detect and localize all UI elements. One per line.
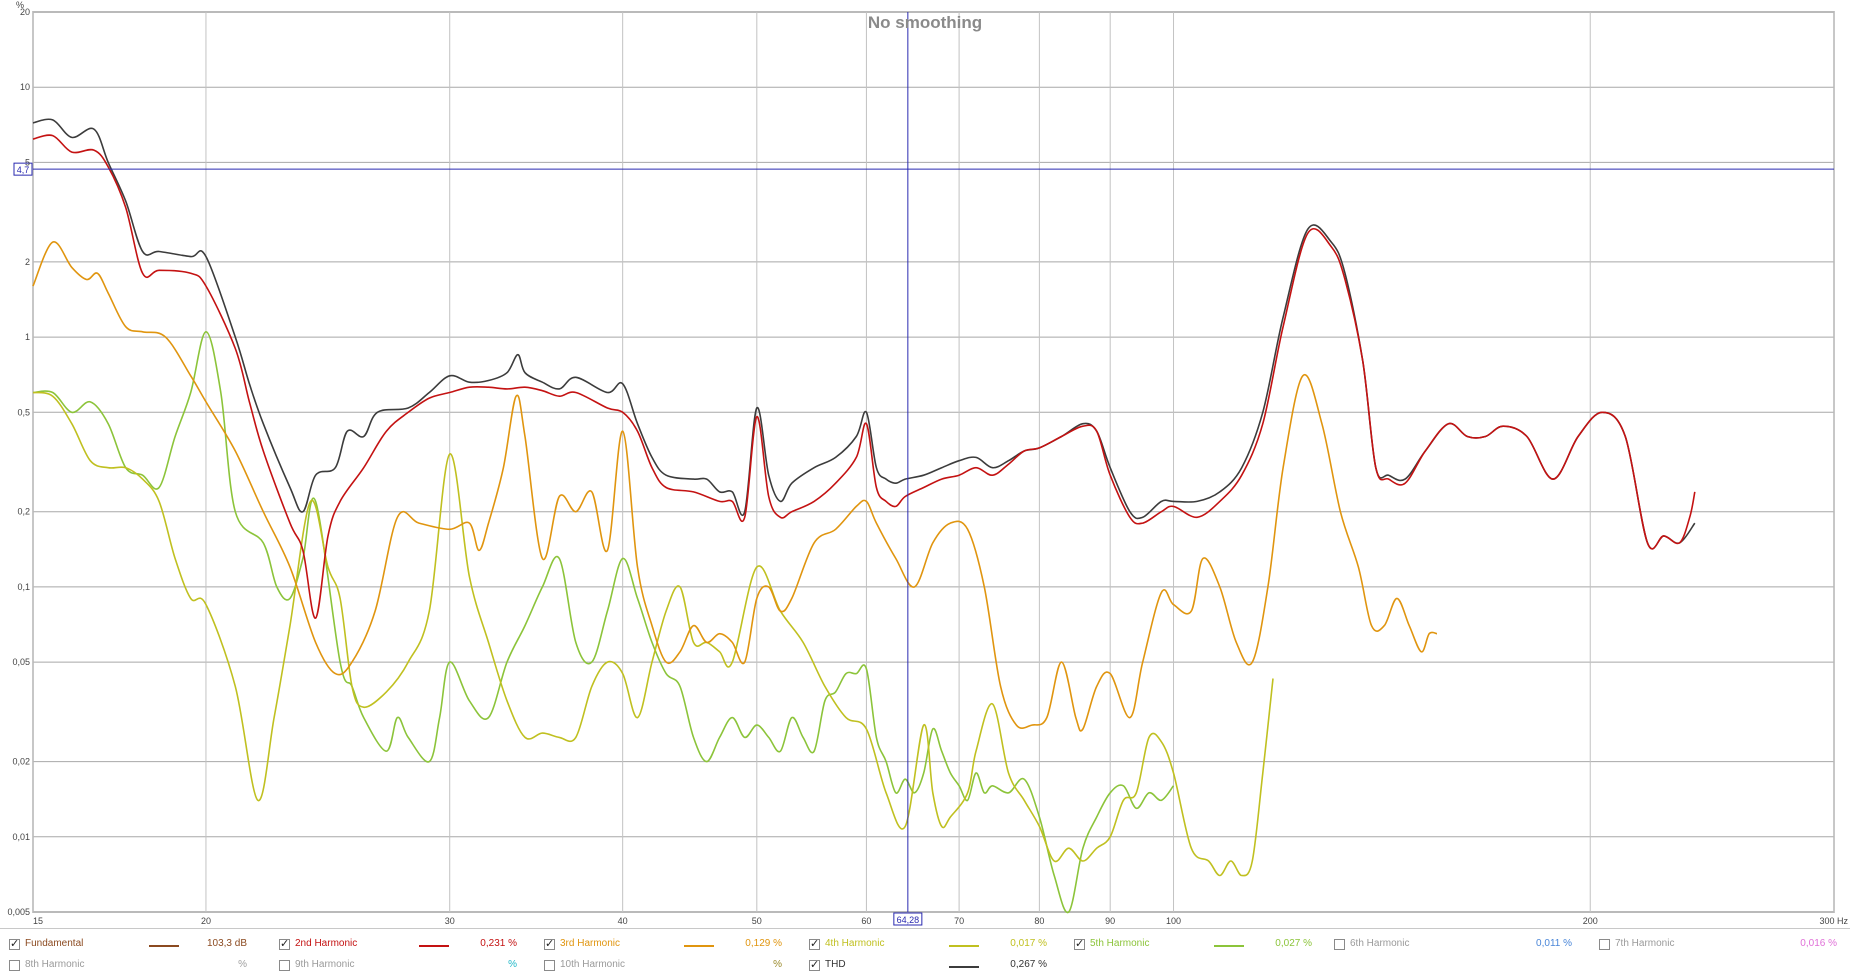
legend-checkbox-10th-harmonic[interactable] [544, 960, 555, 971]
legend-value: 0,017 % [1010, 938, 1047, 949]
cursor-x-box [893, 912, 923, 926]
legend-name: 2nd Harmonic [295, 938, 358, 949]
y-tick-label: 0,1 [17, 582, 30, 592]
y-tick-label: 0,005 [7, 907, 30, 917]
legend-swatch [149, 945, 179, 947]
legend-checkbox-6th-harmonic[interactable] [1334, 939, 1345, 950]
x-tick-label: 20 [201, 916, 211, 926]
x-tick-label: 30 [445, 916, 455, 926]
chart-title: No smoothing [868, 13, 982, 32]
y-tick-label: 0,05 [12, 657, 30, 667]
legend-item-3rd-harmonic: 3rd Harmonic 0,129 % [544, 936, 794, 956]
legend-item-4th-harmonic: 4th Harmonic 0,017 % [809, 936, 1059, 956]
legend-swatch [684, 945, 714, 947]
x-tick-label: 40 [618, 916, 628, 926]
cursor-x-label: 64,28 [897, 915, 920, 925]
series-line-5th-harmonic [32, 331, 1175, 914]
legend-value: 103,3 dB [206, 938, 247, 949]
legend-item-6th-harmonic: 6th Harmonic 0,011 % [1334, 936, 1584, 956]
legend-name: 9th Harmonic [295, 959, 355, 970]
legend-checkbox-9th-harmonic[interactable] [279, 960, 290, 971]
x-tick-label: 60 [861, 916, 871, 926]
legend-item-10th-harmonic: 10th Harmonic% [544, 957, 794, 977]
y-tick-label: 0,2 [17, 507, 30, 517]
x-tick-label: 300 Hz [1819, 916, 1848, 926]
distortion-chart[interactable]: 64,28 4,7 0,005 0,01 0,02 0,05 0,1 0,2 0,5 1 2 5 10… [0, 0, 1850, 928]
tick-labels: 0,005 0,01 0,02 0,05 0,1 0,2 0,5 1 2 5 10 20 15 20 30 4… [7, 7, 1848, 926]
legend-checkbox-thd[interactable] [809, 958, 820, 971]
y-tick-label: 0,02 [12, 757, 30, 767]
x-tick-label: 200 [1583, 916, 1598, 926]
x-tick-label: 100 [1166, 916, 1181, 926]
legend-value: 0,011 % [1536, 938, 1572, 949]
x-tick-label: 50 [752, 916, 762, 926]
legend-panel: Fundamental 103,3 dB 2nd Harmonic 0,231 % 3r… [0, 928, 1850, 975]
series-line-4th-harmonic [32, 391, 1274, 877]
legend-value: 0,231 % [480, 938, 517, 949]
x-tick-label: 80 [1034, 916, 1044, 926]
legend-value: 0,027 % [1275, 938, 1312, 949]
legend-name: 6th Harmonic [1350, 938, 1410, 949]
x-tick-label: 90 [1105, 916, 1115, 926]
legend-name: 8th Harmonic [25, 959, 85, 970]
legend-name: 4th Harmonic [825, 938, 885, 949]
legend-value: % [773, 959, 782, 970]
y-tick-label: 0,01 [12, 832, 30, 842]
legend-name: THD [825, 959, 846, 970]
legend-checkbox-5th-harmonic[interactable] [1074, 937, 1085, 950]
legend-value: % [508, 959, 517, 970]
series-line-2nd-harmonic [32, 134, 1696, 619]
y-tick-label: 10 [20, 82, 30, 92]
legend-swatch [949, 945, 979, 947]
x-tick-label: 70 [954, 916, 964, 926]
legend-checkbox-7th-harmonic[interactable] [1599, 939, 1610, 950]
legend-checkbox-2nd-harmonic[interactable] [279, 937, 290, 950]
legend-item-thd: THD 0,267 % [809, 957, 1059, 977]
y-tick-label: 20 [20, 7, 30, 17]
legend-name: 5th Harmonic [1090, 938, 1150, 949]
legend-item-9th-harmonic: 9th Harmonic% [279, 957, 529, 977]
legend-item-2nd-harmonic: 2nd Harmonic 0,231 % [279, 936, 529, 956]
y-tick-label: 0,5 [17, 407, 30, 417]
grid-lines [32, 11, 1835, 913]
legend-item-7th-harmonic: 7th Harmonic 0,016 % [1599, 936, 1849, 956]
series-group [32, 118, 1696, 914]
legend-item-5th-harmonic: 5th Harmonic 0,027 % [1074, 936, 1324, 956]
legend-checkbox-fundamental[interactable] [9, 937, 20, 950]
legend-checkbox-8th-harmonic[interactable] [9, 960, 20, 971]
y-tick-label: 1 [25, 332, 30, 342]
y-tick-label: 5 [25, 157, 30, 167]
cursor-y-label: 4,7 [17, 165, 30, 175]
cursor-y-box [13, 162, 33, 176]
legend-checkbox-3rd-harmonic[interactable] [544, 937, 555, 950]
legend-swatch [949, 966, 979, 968]
legend-value: 0,129 % [745, 938, 782, 949]
legend-checkbox-4th-harmonic[interactable] [809, 937, 820, 950]
legend-name: Fundamental [25, 938, 84, 949]
legend-value: % [238, 959, 247, 970]
legend-name: 3rd Harmonic [560, 938, 621, 949]
plot-background [0, 0, 1850, 928]
y-tick-label: 2 [25, 257, 30, 267]
legend-swatch [419, 945, 449, 947]
x-tick-label: 15 [33, 916, 43, 926]
y-unit-label: % [16, 0, 24, 10]
legend-name: 7th Harmonic [1615, 938, 1675, 949]
legend-item-fundamental: Fundamental 103,3 dB [9, 936, 259, 956]
legend-name: 10th Harmonic [560, 959, 626, 970]
legend-item-8th-harmonic: 8th Harmonic% [9, 957, 259, 977]
legend-value: 0,016 % [1800, 938, 1837, 949]
cursor-group[interactable]: 64,28 4,7 [13, 12, 1834, 926]
series-line-3rd-harmonic [32, 241, 1438, 732]
legend-swatch [1214, 945, 1244, 947]
legend-value: 0,267 % [1010, 959, 1047, 970]
